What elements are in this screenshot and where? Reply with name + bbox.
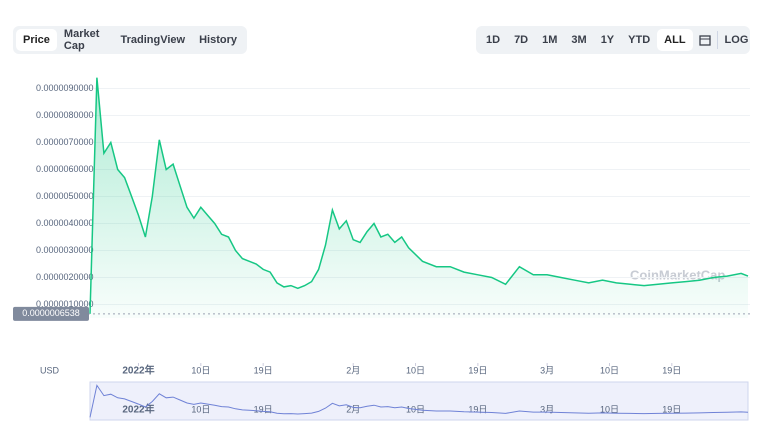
range-button[interactable]: 1D [486, 34, 501, 46]
tab[interactable]: Price [16, 29, 57, 51]
watermark: CoinMarketCap [630, 267, 725, 282]
y-tick-label: 0.0000030000 [36, 245, 94, 255]
y-tick-label: 0.0000090000 [36, 83, 94, 93]
x-tick-label: 10日 [600, 365, 619, 375]
price-area [90, 77, 748, 318]
navigator-tick-label: 10日 [600, 404, 619, 414]
navigator-tick-label: 2月 [346, 404, 360, 414]
range-button[interactable]: 1M [542, 34, 558, 46]
currency-label: USD [40, 365, 60, 375]
tab[interactable]: Market Cap [63, 28, 100, 52]
y-tick-label: 0.0000050000 [36, 191, 94, 201]
range-button[interactable]: ALL [657, 29, 693, 51]
navigator-tick-label: 19日 [254, 404, 273, 414]
navigator-line [89, 384, 749, 418]
range-button[interactable]: 7D [514, 34, 529, 46]
x-tick-label: 19日 [468, 365, 487, 375]
calendar-button[interactable] [693, 31, 718, 49]
y-tick-label: 0.0000070000 [36, 137, 94, 147]
navigator-tick-label: 19日 [468, 404, 487, 414]
navigator-tick-label: 19日 [662, 404, 681, 414]
y-tick-label: 0.0000040000 [36, 218, 94, 228]
x-tick-label: 3月 [540, 365, 554, 375]
range-button[interactable]: YTD [628, 34, 651, 46]
tab[interactable]: TradingView [120, 34, 186, 46]
x-tick-label: 19日 [662, 365, 681, 375]
log-button[interactable]: LOG [724, 34, 749, 46]
navigator-tick-label: 3月 [540, 404, 554, 414]
current-price-badge [13, 306, 89, 321]
range-button[interactable]: 1Y [600, 34, 615, 46]
y-tick-label: 0.0000060000 [36, 164, 94, 174]
range-button[interactable]: 3M [571, 34, 587, 46]
x-tick-label: 19日 [254, 365, 273, 375]
tab[interactable]: History [199, 34, 237, 46]
y-tick-label: 0.0000010000 [36, 299, 94, 309]
y-tick-label: 0.0000020000 [36, 272, 94, 282]
current-price-label: 0.0000006538 [22, 308, 80, 318]
x-tick-label: 2022年 [122, 364, 154, 377]
x-tick-label: 2月 [346, 365, 360, 375]
navigator-tick-label: 10日 [191, 404, 210, 414]
x-tick-label: 10日 [191, 365, 210, 375]
y-tick-label: 0.0000080000 [36, 110, 94, 120]
price-line [89, 77, 749, 314]
view-tabs: Price Market Cap TradingView History [13, 26, 247, 54]
x-tick-label: 10日 [406, 365, 425, 375]
calendar-icon [698, 35, 711, 46]
range-tabs: 1D 7D 1M 3M 1Y YTD ALL LOG [476, 26, 750, 54]
